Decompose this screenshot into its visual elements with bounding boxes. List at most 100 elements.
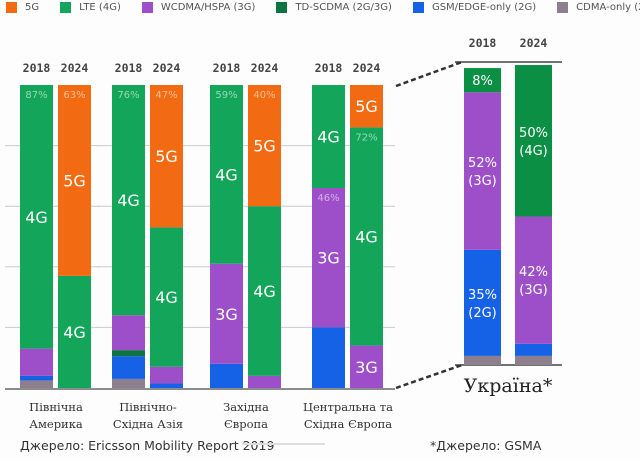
bar-segment	[150, 227, 183, 367]
legend-item: GSM/EDGE-only (2G)	[412, 2, 537, 13]
percent-label: 40%	[253, 90, 275, 101]
legend-swatch	[60, 2, 72, 13]
bar-segment	[150, 85, 183, 228]
bar-segment	[515, 216, 552, 344]
bar-segment	[150, 383, 183, 388]
year-label: 2018	[315, 61, 343, 75]
year-label: 2018	[115, 61, 143, 75]
segment-label: 4G	[117, 191, 140, 210]
year-label: 2024	[61, 61, 89, 75]
legend-swatch	[141, 2, 153, 13]
bar-segment	[150, 366, 183, 384]
legend-label: CDMA-only (2G/3G)	[576, 2, 640, 13]
category-label: Європа	[224, 417, 268, 431]
segment-label: 4G	[63, 323, 86, 342]
segment-label: 35%	[468, 288, 497, 303]
bar-segment	[515, 65, 552, 217]
bar-segment	[112, 356, 145, 379]
bar-segment	[464, 68, 501, 93]
bar-segment	[248, 85, 281, 207]
category-label: Північно-	[119, 400, 177, 414]
year-label: 2024	[251, 61, 279, 75]
bar-segment	[210, 363, 243, 388]
legend-swatch	[412, 2, 424, 13]
bar-segment	[20, 85, 53, 349]
segment-label: 5G	[253, 137, 276, 156]
bar-segment	[210, 263, 243, 364]
bar-segment	[350, 127, 383, 346]
segment-label: 3G	[215, 305, 238, 324]
bar-segment	[112, 315, 145, 351]
bar-segment	[112, 85, 145, 316]
category-label: Західна	[223, 400, 269, 414]
legend-swatch	[6, 2, 17, 13]
source-note: Джерело: Ericsson Mobility Report 2019	[20, 438, 274, 453]
ukraine-title: Україна*	[464, 375, 553, 397]
percent-label: 87%	[25, 90, 47, 101]
year-label: 2018	[23, 61, 51, 75]
category-label: Східна Азія	[113, 417, 183, 431]
category-label: Америка	[29, 417, 83, 431]
segment-label: (4G)	[519, 144, 548, 159]
bar-segment	[464, 92, 501, 250]
percent-label: 72%	[355, 132, 377, 143]
legend-swatch	[557, 2, 569, 13]
zoom-connector-bottom	[395, 363, 463, 390]
segment-label: 5G	[155, 147, 178, 166]
category-label: Північна	[29, 400, 83, 414]
bar-segment	[350, 345, 383, 388]
legend-label: GSM/EDGE-only (2G)	[431, 2, 537, 13]
bar-segment	[20, 348, 53, 376]
segment-label: 50%	[519, 126, 548, 141]
legend-item: WCDMA/HSPA (3G)	[141, 2, 255, 13]
year-label: 2024	[520, 36, 548, 50]
legend-label: LTE (4G)	[79, 2, 121, 13]
bar-segment	[112, 378, 145, 388]
bar-segment	[210, 85, 243, 264]
legend-label: TD-SCDMA (2G/3G)	[295, 2, 392, 13]
category-label: Східна Європа	[304, 417, 392, 431]
segment-label: 42%	[519, 265, 548, 280]
bar-segment	[248, 206, 281, 376]
legend-label: 5G	[25, 2, 40, 13]
segment-label: 3G	[317, 249, 340, 268]
segment-label: 4G	[25, 208, 48, 227]
bar-segment	[112, 350, 145, 357]
bar-segment	[312, 188, 345, 328]
bar-segment	[312, 85, 345, 189]
segment-label: 4G	[155, 288, 178, 307]
percent-label: 59%	[215, 90, 237, 101]
percent-label: 63%	[63, 90, 85, 101]
bar-segment	[464, 249, 501, 356]
year-label: 2024	[353, 61, 381, 75]
bar-segment	[20, 375, 53, 381]
year-label: 2024	[153, 61, 181, 75]
segment-label: 5G	[355, 97, 378, 116]
legend-item: CDMA-only (2G/3G)	[557, 2, 640, 13]
bar-segment	[515, 355, 552, 365]
bar-segment	[58, 85, 91, 276]
zoom-connector-top	[395, 60, 463, 88]
category-label: Центральна та	[303, 400, 393, 414]
segment-label: 3G	[355, 358, 378, 377]
bar-segment	[312, 327, 345, 388]
bar-segment	[248, 375, 281, 388]
source-note-gsma: *Джерело: GSMA	[430, 438, 542, 453]
legend-item: LTE (4G)	[60, 2, 121, 13]
year-label: 2018	[213, 61, 241, 75]
percent-label: 76%	[117, 90, 139, 101]
bar-segment	[350, 85, 383, 128]
segment-label: 4G	[317, 128, 340, 147]
segment-label: 52%	[468, 156, 497, 171]
bar-segment	[58, 275, 91, 388]
legend: 5G LTE (4G) WCDMA/HSPA (3G) TD-SCDMA (2G/3G…	[6, 2, 640, 13]
legend-item: 5G	[6, 2, 39, 13]
bar-segment	[20, 380, 53, 388]
segment-label: (3G)	[519, 283, 548, 298]
segment-label: 4G	[215, 165, 238, 184]
segment-label: (2G)	[468, 306, 497, 321]
percent-label: 46%	[317, 193, 339, 204]
legend-item: TD-SCDMA (2G/3G)	[276, 2, 392, 13]
